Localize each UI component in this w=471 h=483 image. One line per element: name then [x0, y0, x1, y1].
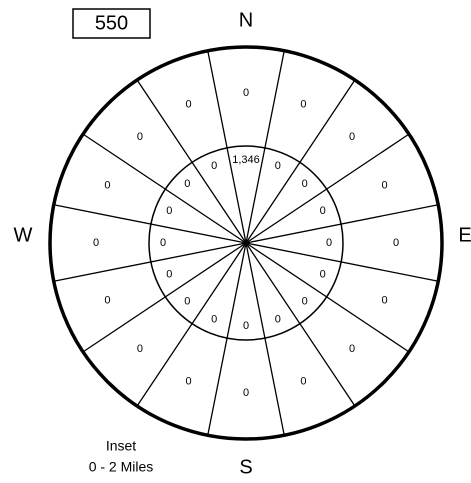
- inner-value: 0: [320, 205, 326, 217]
- sector-divider: [207, 50, 247, 244]
- outer-value: 0: [300, 98, 306, 110]
- outer-circle: [48, 45, 444, 441]
- inner-value: 1,346: [232, 154, 260, 166]
- inset-label: Inset: [106, 438, 136, 454]
- sector-divider: [82, 133, 247, 244]
- outer-value: 0: [300, 375, 306, 387]
- sector-divider: [207, 242, 247, 436]
- outer-value: 0: [93, 237, 99, 249]
- inset-range: 0 - 2 Miles: [89, 459, 154, 475]
- inner-value: 0: [302, 296, 308, 308]
- inner-value: 0: [166, 205, 172, 217]
- outer-value: 0: [104, 294, 110, 306]
- outer-value: 0: [243, 387, 249, 399]
- outer-value: 0: [382, 180, 388, 192]
- outer-value: 0: [137, 131, 143, 143]
- inner-value: 0: [184, 178, 190, 190]
- sector-divider: [245, 242, 439, 282]
- east-label: E: [458, 224, 471, 246]
- sector-divider: [245, 79, 356, 244]
- outer-value: 0: [243, 87, 249, 99]
- inner-value: 0: [243, 320, 249, 332]
- outer-value: 0: [349, 131, 355, 143]
- inner-circle: [148, 145, 344, 341]
- inner-value: 0: [211, 160, 217, 172]
- sector-divider: [82, 242, 247, 353]
- north-label: N: [239, 9, 253, 31]
- sector-divider: [136, 79, 247, 244]
- sector-divider: [245, 242, 356, 407]
- inner-value: 0: [160, 237, 166, 249]
- inner-value: 0: [166, 269, 172, 281]
- south-label: S: [239, 456, 252, 478]
- inner-value: 0: [275, 314, 281, 326]
- outer-value: 0: [349, 343, 355, 355]
- outer-value: 0: [137, 343, 143, 355]
- sector-divider: [245, 133, 410, 244]
- label-box: [72, 8, 151, 39]
- outer-value: 0: [186, 98, 192, 110]
- inner-value: 0: [184, 296, 190, 308]
- west-label: W: [14, 224, 33, 246]
- box-label: 550: [95, 12, 128, 34]
- sectors: 1,346 0 0 0 0 0 0 0 0 0 0 0 0 0 0 0 0 0 0 0 0 0 0 0 0 0 0 0 0 0 0 0: [53, 50, 439, 436]
- outer-value: 0: [104, 180, 110, 192]
- sector-divider: [245, 242, 410, 353]
- inner-value: 0: [326, 237, 332, 249]
- sector-divider: [136, 242, 247, 407]
- inner-value: 0: [211, 314, 217, 326]
- inner-value: 0: [275, 160, 281, 172]
- sector-divider: [53, 242, 247, 282]
- outer-value: 0: [186, 375, 192, 387]
- sector-divider: [245, 204, 439, 244]
- sector-divider: [53, 204, 247, 244]
- inner-value: 0: [320, 269, 326, 281]
- outer-value: 0: [382, 294, 388, 306]
- sector-divider: [245, 242, 285, 436]
- sector-divider: [245, 50, 285, 244]
- inner-value: 0: [302, 178, 308, 190]
- outer-value: 0: [393, 237, 399, 249]
